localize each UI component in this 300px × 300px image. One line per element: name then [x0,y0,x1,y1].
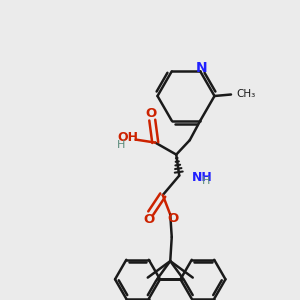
Text: CH₃: CH₃ [236,89,256,100]
Text: O: O [145,107,156,120]
Text: H: H [202,176,210,186]
Text: O: O [167,212,178,225]
Text: O: O [144,213,155,226]
Text: N: N [196,61,208,75]
Text: H: H [117,140,125,150]
Text: OH: OH [118,131,139,144]
Text: NH: NH [192,171,213,184]
